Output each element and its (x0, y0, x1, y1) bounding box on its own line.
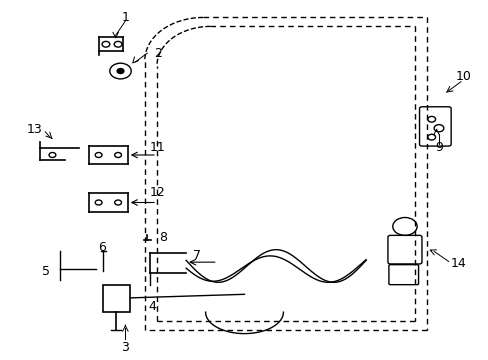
Text: 1: 1 (121, 11, 129, 24)
Text: 6: 6 (98, 241, 106, 255)
Text: 8: 8 (159, 231, 167, 244)
Text: 14: 14 (450, 257, 466, 270)
Text: 13: 13 (27, 123, 42, 136)
Text: 7: 7 (193, 248, 201, 261)
Circle shape (117, 68, 123, 73)
Text: 2: 2 (154, 47, 162, 60)
Text: 11: 11 (149, 141, 165, 154)
Text: 9: 9 (434, 141, 442, 154)
Bar (103, 285, 130, 312)
Text: 3: 3 (121, 341, 129, 354)
Text: 4: 4 (148, 300, 156, 313)
Text: 10: 10 (454, 70, 470, 83)
Text: 12: 12 (149, 186, 165, 199)
Text: 5: 5 (42, 265, 50, 278)
